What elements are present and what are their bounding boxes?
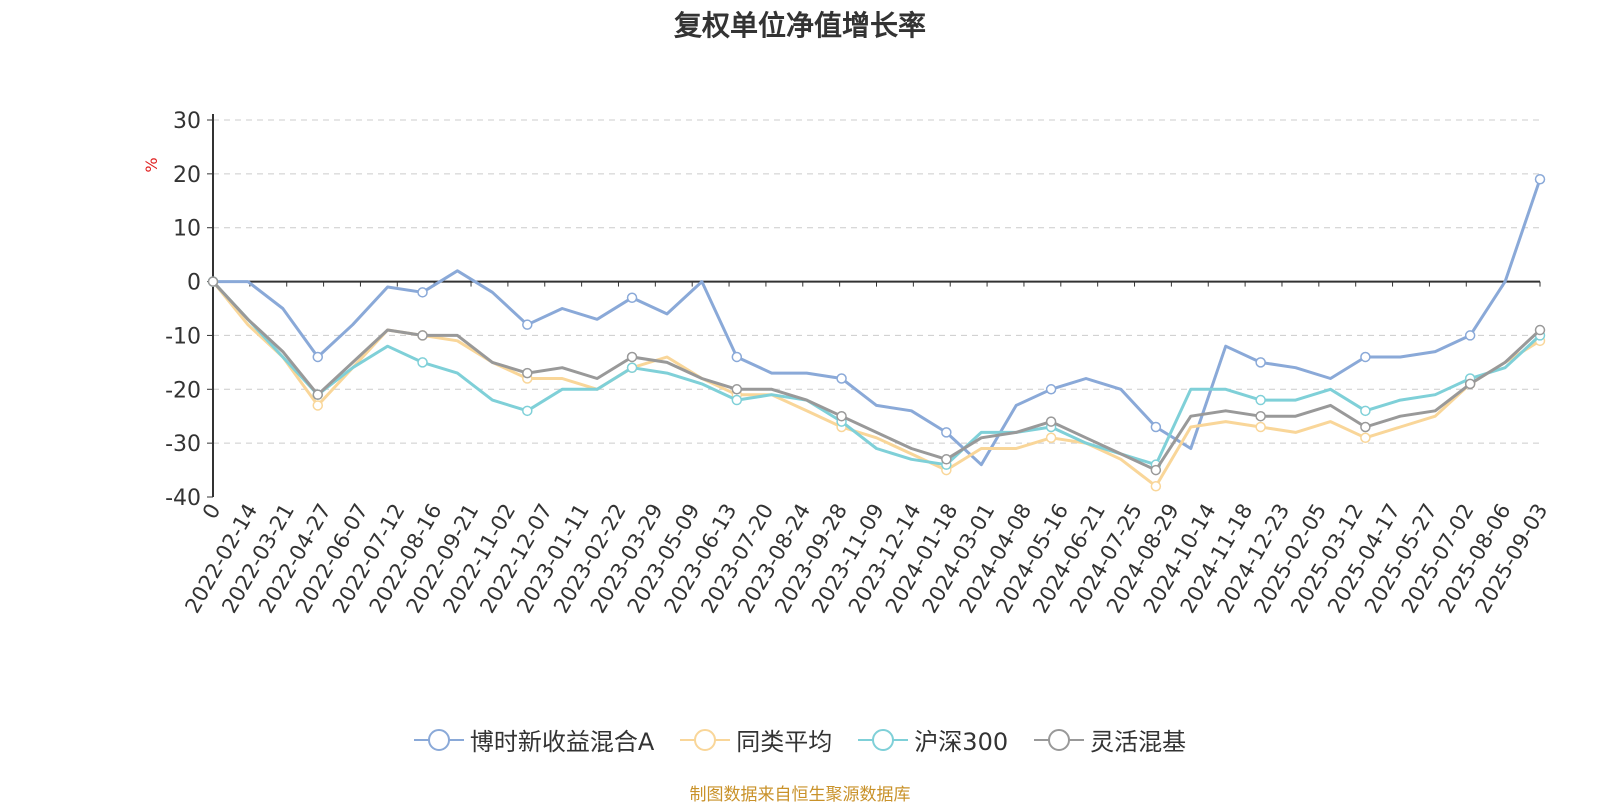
series-point: [1255, 357, 1266, 368]
data-source-note: 制图数据来自恒生聚源数据库: [689, 785, 911, 805]
series-point: [941, 427, 952, 438]
series-point: [1150, 421, 1162, 433]
series-point: [626, 292, 638, 303]
series-point: [626, 351, 638, 363]
y-tick-label: -30: [165, 432, 201, 457]
series-point: [417, 357, 428, 368]
legend-line-circle-icon: [680, 728, 731, 751]
legend-label: 同类平均: [736, 728, 833, 756]
legend-item[interactable]: 灵活混基: [1034, 722, 1186, 757]
series-point: [1464, 378, 1476, 390]
series-line-2: [211, 280, 1541, 488]
series-point: [522, 405, 533, 417]
series-point: [522, 319, 533, 330]
series-point: [1150, 480, 1162, 492]
series-point: [207, 276, 219, 287]
series-point: [1360, 351, 1371, 363]
y-axis-unit-label: %: [142, 157, 161, 172]
series-point: [836, 410, 847, 422]
series-point: [1045, 416, 1057, 427]
series-point: [1045, 432, 1057, 444]
series-point: [836, 373, 847, 384]
series-line-1: [213, 178, 1542, 467]
series-point: [312, 389, 324, 400]
legend-line-circle-icon: [413, 728, 464, 751]
x-tick-label: 0: [198, 500, 225, 524]
series-point: [626, 362, 638, 373]
y-tick-label: 20: [173, 163, 201, 188]
series-point: [731, 351, 743, 363]
series-point: [312, 351, 324, 363]
legend-label: 博时新收益混合A: [469, 728, 655, 756]
y-tick-label: -10: [165, 324, 201, 349]
series-line-4: [211, 280, 1542, 472]
legend-line-circle-icon: [858, 728, 909, 751]
series-point: [1534, 173, 1546, 185]
legend-item[interactable]: 沪深300: [858, 722, 1008, 757]
y-tick-label: -20: [165, 378, 201, 403]
series-point: [1464, 330, 1476, 341]
chart-title: 复权单位净值增长率: [673, 9, 926, 42]
series-point: [941, 454, 952, 465]
series-point: [312, 400, 324, 411]
legend-item[interactable]: 同类平均: [680, 722, 832, 757]
y-tick-label: 30: [173, 109, 201, 134]
series-point: [1255, 410, 1266, 422]
series-point: [731, 384, 743, 395]
series-point: [1045, 384, 1057, 395]
series-point: [1360, 421, 1371, 433]
series-line-3: [211, 280, 1542, 467]
legend-label: 灵活混基: [1090, 728, 1187, 756]
y-tick-label: 10: [173, 217, 201, 242]
series-point: [1255, 394, 1266, 406]
series-point: [1150, 464, 1162, 476]
legend: 博时新收益混合A 同类平均 沪深300 灵活混基: [0, 722, 1600, 757]
series-point: [1255, 421, 1266, 433]
series-point: [522, 367, 533, 379]
line-chart: 3020100-10-20-30-40%02022-02-142022-03-2…: [142, 109, 1552, 617]
series-point: [1360, 432, 1371, 444]
y-tick-label: -40: [165, 486, 201, 511]
series-point: [731, 394, 743, 406]
series-point: [417, 287, 428, 298]
series-point: [1534, 324, 1546, 336]
series-point: [1360, 405, 1371, 417]
legend-label: 沪深300: [914, 728, 1009, 756]
legend-item[interactable]: 博时新收益混合A: [413, 722, 655, 757]
y-tick-label: 0: [187, 271, 201, 296]
series-point: [417, 330, 428, 341]
legend-line-circle-icon: [1034, 728, 1085, 751]
